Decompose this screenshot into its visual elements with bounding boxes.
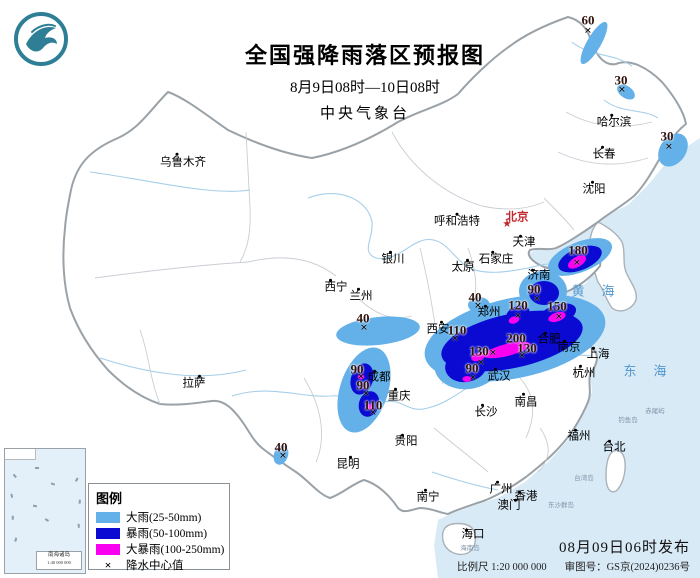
inset-land: [5, 449, 36, 460]
legend-swatch: [96, 543, 120, 555]
title-block: 全国强降雨落区预报图 8月9日08时—10日08时 中央气象台: [245, 38, 485, 123]
cma-logo-icon: [14, 12, 68, 66]
sea-area: [434, 138, 700, 578]
attribution-block: 08月09日06时发布 比例尺 1:20 000 000 审图号：GS京(2024…: [457, 536, 690, 574]
taiwan-island: [605, 449, 626, 493]
legend-item: 大暴雨(100-250mm): [96, 541, 225, 557]
province-borders: [94, 111, 653, 473]
inset-scale: 1:40 000 000: [47, 559, 71, 565]
legend-items: 大雨(25-50mm) 暴雨(50-100mm) 大暴雨(100-250mm) …: [96, 509, 225, 573]
rain-area-severe: [357, 255, 587, 410]
inset-name: 南海诸岛: [47, 552, 70, 558]
legend-swatch: [96, 511, 120, 523]
agency-name: 中央气象台: [319, 106, 411, 122]
legend-item: 暴雨(50-100mm): [96, 525, 223, 541]
map-credits: 比例尺 1:20 000 000 审图号：GS京(2024)0236号: [457, 559, 690, 574]
legend-item: 大雨(25-50mm): [96, 509, 223, 525]
china-landmass: [62, 16, 687, 515]
inset-caption-box: 南海诸岛 1:40 000 000: [36, 551, 82, 570]
legend-swatch: [96, 527, 120, 539]
legend-label: 暴雨(50-100mm): [126, 528, 208, 540]
approval-number: 审图号：GS京(2024)0236号: [564, 562, 690, 573]
south-china-sea-inset: 南海诸岛 1:40 000 000: [4, 448, 86, 574]
legend-item: × 降水中心值: [96, 557, 223, 573]
legend-box: 图例 大雨(25-50mm) 暴雨(50-100mm) 大暴雨(100-250m…: [88, 483, 230, 573]
legend-title: 图例: [96, 491, 123, 506]
legend-label: 降水中心值: [126, 560, 184, 572]
page-title: 全国强降雨落区预报图: [244, 43, 486, 68]
scale-label: 比例尺 1:20 000 000: [457, 562, 547, 573]
issue-time: 08月09日06时发布: [558, 540, 690, 556]
legend-label: 大暴雨(100-250mm): [126, 544, 225, 556]
legend-label: 大雨(25-50mm): [126, 512, 202, 524]
legend-swatch: ×: [104, 557, 112, 572]
valid-period: 8月9日08时—10日08时: [289, 80, 441, 96]
